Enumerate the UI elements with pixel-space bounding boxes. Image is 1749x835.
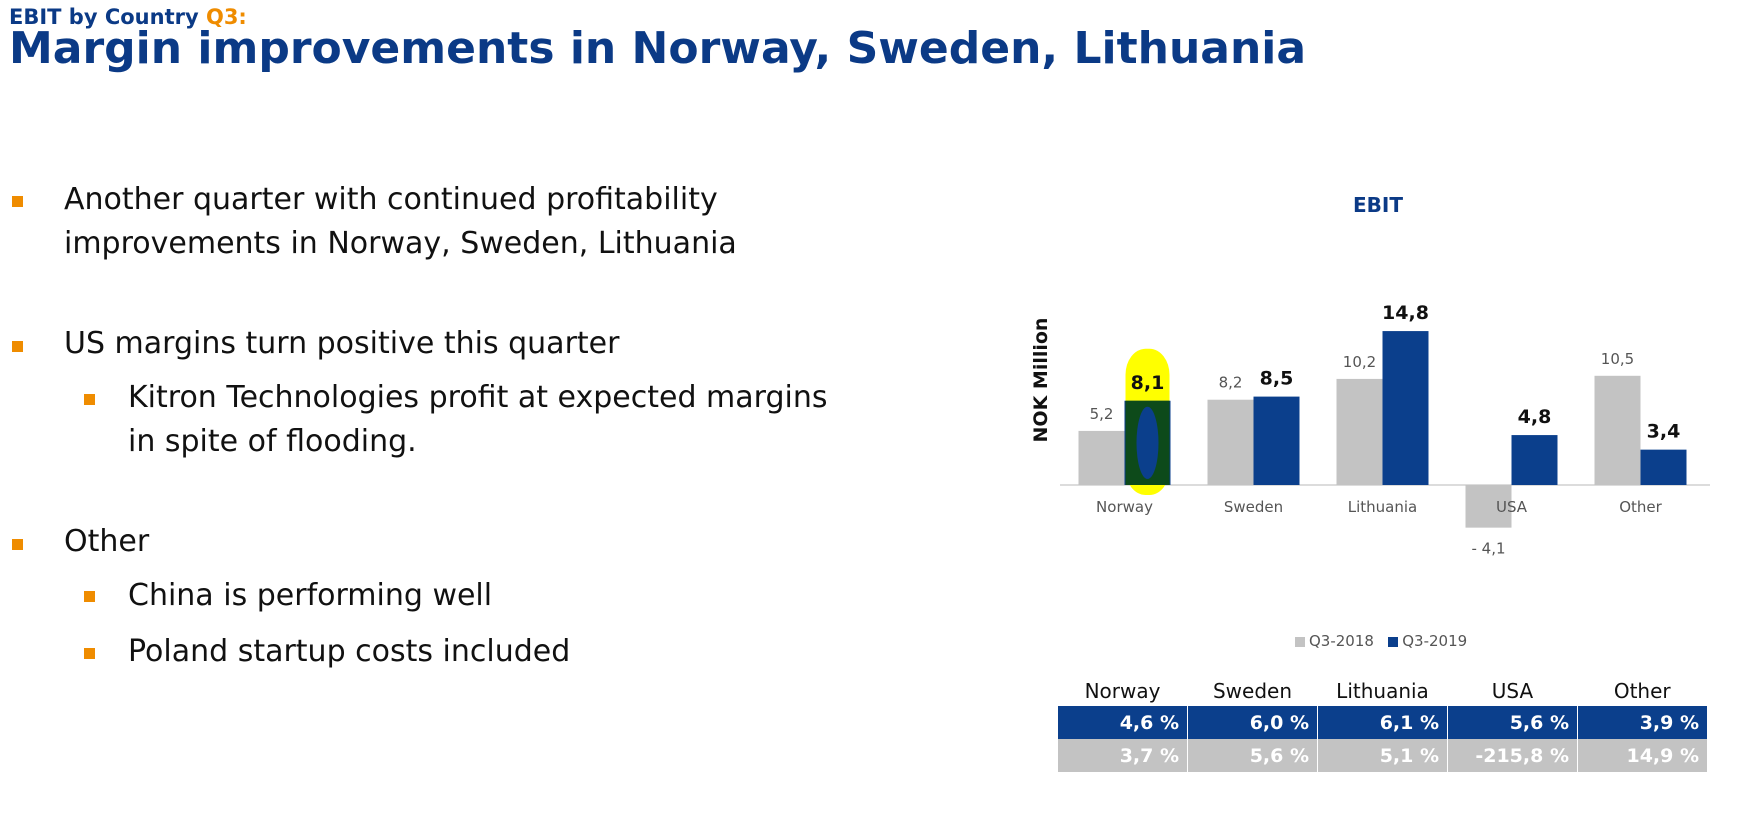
bar-other-q3-2019 (1640, 449, 1687, 485)
data-label: 8,1 (1131, 372, 1165, 394)
data-label: 5,2 (1090, 405, 1114, 423)
data-label: 8,2 (1219, 374, 1243, 392)
sub-bullet-line: Poland startup costs included (128, 634, 571, 669)
bullet-marker (12, 196, 23, 207)
supertitle-text: EBIT by Country (9, 5, 199, 29)
margin-table: Norway Sweden Lithuania USA Other 4,6 % … (1057, 676, 1707, 772)
sub-bullet-line: Kitron Technologies profit at expected m… (128, 380, 828, 415)
bar-norway-q3-2018 (1078, 430, 1125, 485)
legend-swatch-q3-2018 (1295, 636, 1305, 647)
margin-cell: 5,1 % (1317, 739, 1448, 772)
margin-cell: -215,8 % (1447, 739, 1578, 772)
category-label: USA (1496, 498, 1528, 516)
margin-header-cell: Sweden (1212, 679, 1293, 703)
y-axis-title: NOK Million (1030, 310, 1052, 450)
bar-lithuania-q3-2019 (1382, 331, 1429, 485)
bullet-line: improvements in Norway, Sweden, Lithuani… (64, 226, 737, 261)
bullet-line: Another quarter with continued profitabi… (64, 182, 718, 217)
margin-row-q3-2019: 4,6 % 6,0 % 6,1 % 5,6 % 3,9 % (1057, 706, 1707, 739)
legend-label-q3-2018: Q3-2018 (1309, 632, 1374, 650)
category-label: Other (1619, 498, 1662, 516)
ebit-bar-chart: EBIT 5,2 8,1 Norway 8,2 8,5 Sweden 10,2 14,8 Lith… (1060, 193, 1710, 558)
data-label: 10,2 (1343, 353, 1376, 371)
margin-cell: 4,6 % (1057, 706, 1188, 739)
sub-bullet-marker (84, 591, 95, 602)
data-label: 10,5 (1601, 350, 1634, 368)
bar-usa-q3-2018 (1465, 485, 1512, 528)
supertitle-accent: Q3: (205, 5, 247, 29)
data-label: 8,5 (1260, 368, 1294, 390)
margin-header-cell: USA (1491, 679, 1534, 703)
category-label: Sweden (1224, 498, 1283, 516)
margin-cell: 6,0 % (1187, 706, 1318, 739)
category-label: Lithuania (1348, 498, 1417, 516)
margin-header-cell: Lithuania (1336, 679, 1429, 703)
slide-supertitle: EBIT by Country Q3: (9, 4, 1306, 30)
data-label: 3,4 (1647, 421, 1681, 443)
margin-cell: 5,6 % (1447, 706, 1578, 739)
chart-legend: Q3-2018 Q3-2019 (1295, 632, 1467, 650)
slide-header: EBIT by Country Q3: Margin improvements … (9, 4, 1306, 72)
data-label: 14,8 (1382, 302, 1429, 324)
bar-usa-q3-2019 (1511, 435, 1558, 485)
margin-cell: 6,1 % (1317, 706, 1448, 739)
slide-title: Margin improvements in Norway, Sweden, L… (9, 23, 1307, 74)
category-label: Norway (1096, 498, 1153, 516)
margin-header-cell: Norway (1084, 679, 1161, 703)
margin-header-cell: Other (1613, 679, 1671, 703)
margin-table-header: Norway Sweden Lithuania USA Other (1058, 676, 1708, 706)
sub-bullet-marker (84, 394, 95, 405)
highlight-ellipse (1136, 406, 1159, 479)
margin-row-q3-2018: 3,7 % 5,6 % 5,1 % -215,8 % 14,9 % (1057, 739, 1707, 772)
margin-cell: 5,6 % (1187, 739, 1318, 772)
bar-sweden-q3-2018 (1207, 399, 1254, 485)
bullet-line: US margins turn positive this quarter (64, 326, 620, 361)
margin-cell: 3,7 % (1057, 739, 1188, 772)
bar-other-q3-2018 (1594, 375, 1641, 485)
y-axis-title-text: NOK Million (1030, 317, 1052, 443)
bullet-marker (12, 341, 23, 352)
data-label: 4,8 (1518, 406, 1552, 428)
margin-cell: 3,9 % (1577, 706, 1707, 739)
sub-bullet-line: China is performing well (128, 578, 493, 613)
bullet-marker (12, 539, 23, 550)
bar-sweden-q3-2019 (1253, 396, 1300, 485)
bar-lithuania-q3-2018 (1336, 378, 1383, 485)
legend-swatch-q3-2019 (1388, 636, 1399, 647)
bullet-line: Other (64, 524, 150, 559)
sub-bullet-marker (84, 648, 95, 659)
sub-bullet-line: in spite of flooding. (128, 424, 417, 459)
margin-cell: 14,9 % (1577, 739, 1707, 772)
legend-label-q3-2019: Q3-2019 (1402, 632, 1468, 650)
chart-title: EBIT (1353, 193, 1403, 217)
data-label: - 4,1 (1471, 540, 1505, 558)
